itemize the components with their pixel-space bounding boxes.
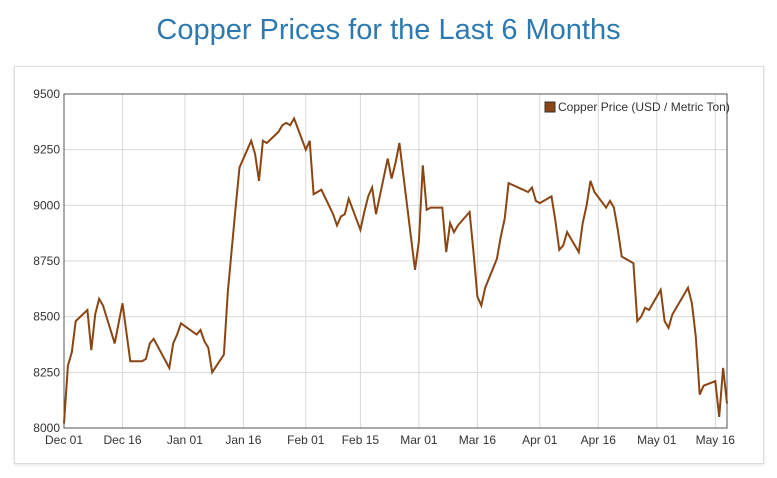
x-tick-label: May 01 <box>637 433 677 447</box>
x-tick-label: Jan 16 <box>225 433 261 447</box>
x-tick-label: Dec 01 <box>45 433 83 447</box>
x-tick-label: Mar 16 <box>459 433 497 447</box>
copper-price-line <box>63 116 728 424</box>
legend-swatch <box>544 101 556 113</box>
chart-panel: 8000 8250 8500 8750 9000 9250 9500 Dec 01 Dec 1… <box>14 66 764 464</box>
x-tick-label: Feb 01 <box>287 433 325 447</box>
y-tick-label: 9500 <box>33 87 60 101</box>
plot-area-border <box>63 93 728 429</box>
x-axis-ticks: Dec 01 Dec 16 Jan 01 Jan 16 Feb 01 Feb 15 Mar … <box>45 433 735 447</box>
y-axis-ticks: 8000 8250 8500 8750 9000 9250 9500 <box>33 87 60 435</box>
legend-label: Copper Price (USD / Metric Ton) <box>558 100 730 114</box>
y-tick-label: 8000 <box>33 421 60 435</box>
x-tick-label: May 16 <box>696 433 736 447</box>
x-tick-label: Dec 16 <box>103 433 141 447</box>
x-tick-label: Feb 15 <box>342 433 380 447</box>
copper-price-chart: 8000 8250 8500 8750 9000 9250 9500 Dec 01 Dec 1… <box>33 87 735 447</box>
y-tick-label: 8750 <box>33 254 60 268</box>
chart-title: Copper Prices for the Last 6 Months <box>156 14 621 46</box>
x-tick-label: Jan 01 <box>167 433 203 447</box>
y-tick-label: 8250 <box>33 365 60 379</box>
legend[interactable]: Copper Price (USD / Metric Ton) <box>544 100 730 114</box>
x-tick-label: Mar 01 <box>400 433 438 447</box>
x-tick-label: Apr 01 <box>522 433 558 447</box>
y-tick-label: 8500 <box>33 310 60 324</box>
y-tick-label: 9250 <box>33 143 60 157</box>
x-tick-label: Apr 16 <box>581 433 617 447</box>
y-tick-label: 9000 <box>33 198 60 212</box>
